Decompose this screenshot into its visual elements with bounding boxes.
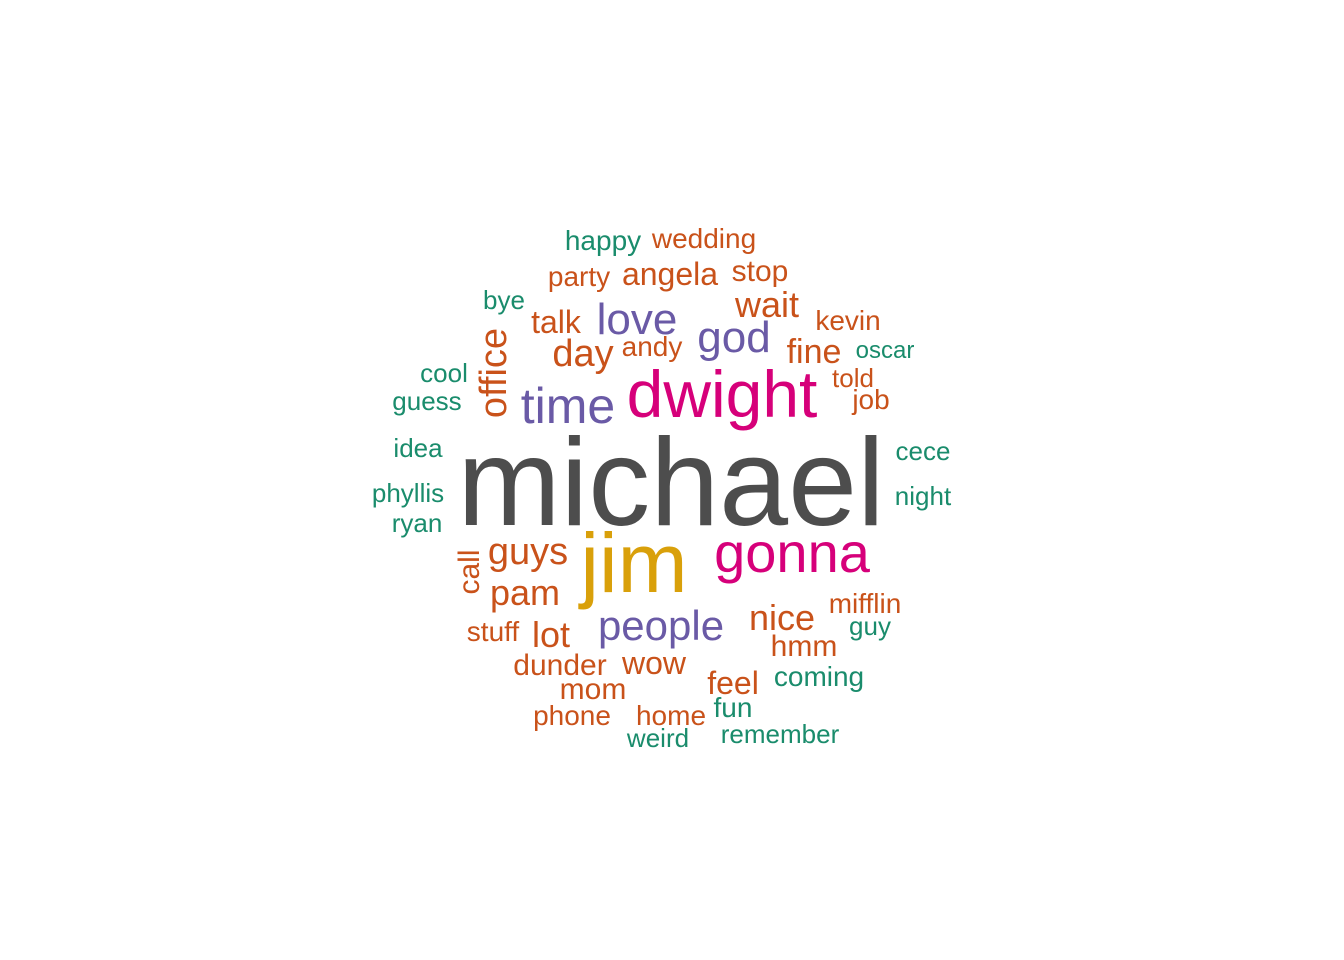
word-bye: bye (483, 285, 525, 315)
word-stuff: stuff (466, 616, 520, 647)
word-people: people (597, 602, 725, 649)
word-wait: wait (734, 284, 800, 325)
word-happy: happy (564, 225, 642, 256)
word-god: god (697, 313, 771, 362)
word-cool: cool (420, 358, 468, 388)
word-phone: phone (533, 700, 611, 731)
word-love: love (596, 295, 678, 344)
word-pam: pam (489, 572, 561, 613)
word-night: night (894, 481, 952, 511)
word-phyllis: phyllis (371, 478, 445, 508)
word-dwight: dwight (626, 357, 818, 431)
word-wedding: wedding (651, 223, 757, 254)
word-wow: wow (621, 645, 687, 681)
word-party: party (547, 261, 611, 292)
word-remember: remember (720, 719, 840, 749)
word-fun: fun (713, 692, 753, 723)
word-angela: angela (621, 256, 719, 292)
word-talk: talk (531, 304, 581, 340)
word-fine: fine (786, 333, 842, 371)
word-day: day (552, 333, 614, 375)
word-job: job (852, 384, 890, 415)
word-cece: cece (895, 436, 951, 466)
word-lot: lot (531, 614, 571, 655)
word-feel: feel (707, 665, 759, 701)
word-home: home (635, 700, 707, 731)
word-stop: stop (731, 255, 789, 288)
word-oscar: oscar (855, 337, 915, 364)
word-gonna: gonna (714, 521, 870, 584)
word-guess: guess (392, 386, 462, 416)
word-office: office (473, 327, 515, 419)
word-andy: andy (621, 331, 683, 362)
word-mom: mom (559, 673, 627, 706)
word-time: time (520, 378, 616, 434)
word-dunder: dunder (513, 649, 607, 682)
word-hmm: hmm (770, 630, 838, 663)
word-coming: coming (773, 661, 865, 692)
word-mifflin: mifflin (828, 588, 902, 619)
word-told: told (832, 363, 874, 393)
word-jim: jim (580, 516, 688, 610)
word-ryan: ryan (391, 508, 443, 538)
word-guys: guys (487, 531, 569, 573)
word-michael: michael (457, 414, 885, 552)
word-call: call (453, 549, 486, 595)
word-guy: guy (849, 611, 891, 641)
word-nice: nice (748, 597, 816, 638)
word-weird: weird (626, 723, 690, 753)
word-kevin: kevin (815, 305, 881, 336)
word-idea: idea (393, 433, 443, 463)
